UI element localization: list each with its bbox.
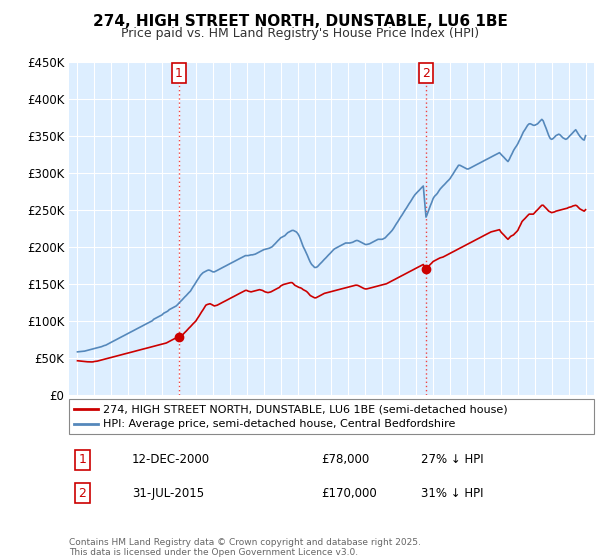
Text: 27% ↓ HPI: 27% ↓ HPI — [421, 453, 484, 466]
Text: 1: 1 — [175, 67, 183, 80]
Text: 31% ↓ HPI: 31% ↓ HPI — [421, 487, 483, 500]
Text: 1: 1 — [78, 453, 86, 466]
Text: 2: 2 — [422, 67, 430, 80]
Text: HPI: Average price, semi-detached house, Central Bedfordshire: HPI: Average price, semi-detached house,… — [103, 419, 455, 430]
Text: Contains HM Land Registry data © Crown copyright and database right 2025.
This d: Contains HM Land Registry data © Crown c… — [69, 538, 421, 557]
Text: 274, HIGH STREET NORTH, DUNSTABLE, LU6 1BE: 274, HIGH STREET NORTH, DUNSTABLE, LU6 1… — [92, 14, 508, 29]
Text: £170,000: £170,000 — [321, 487, 377, 500]
Text: 31-JUL-2015: 31-JUL-2015 — [132, 487, 204, 500]
Text: Price paid vs. HM Land Registry's House Price Index (HPI): Price paid vs. HM Land Registry's House … — [121, 27, 479, 40]
Text: 274, HIGH STREET NORTH, DUNSTABLE, LU6 1BE (semi-detached house): 274, HIGH STREET NORTH, DUNSTABLE, LU6 1… — [103, 404, 508, 414]
Text: 12-DEC-2000: 12-DEC-2000 — [132, 453, 210, 466]
Text: 2: 2 — [78, 487, 86, 500]
Text: £78,000: £78,000 — [321, 453, 369, 466]
